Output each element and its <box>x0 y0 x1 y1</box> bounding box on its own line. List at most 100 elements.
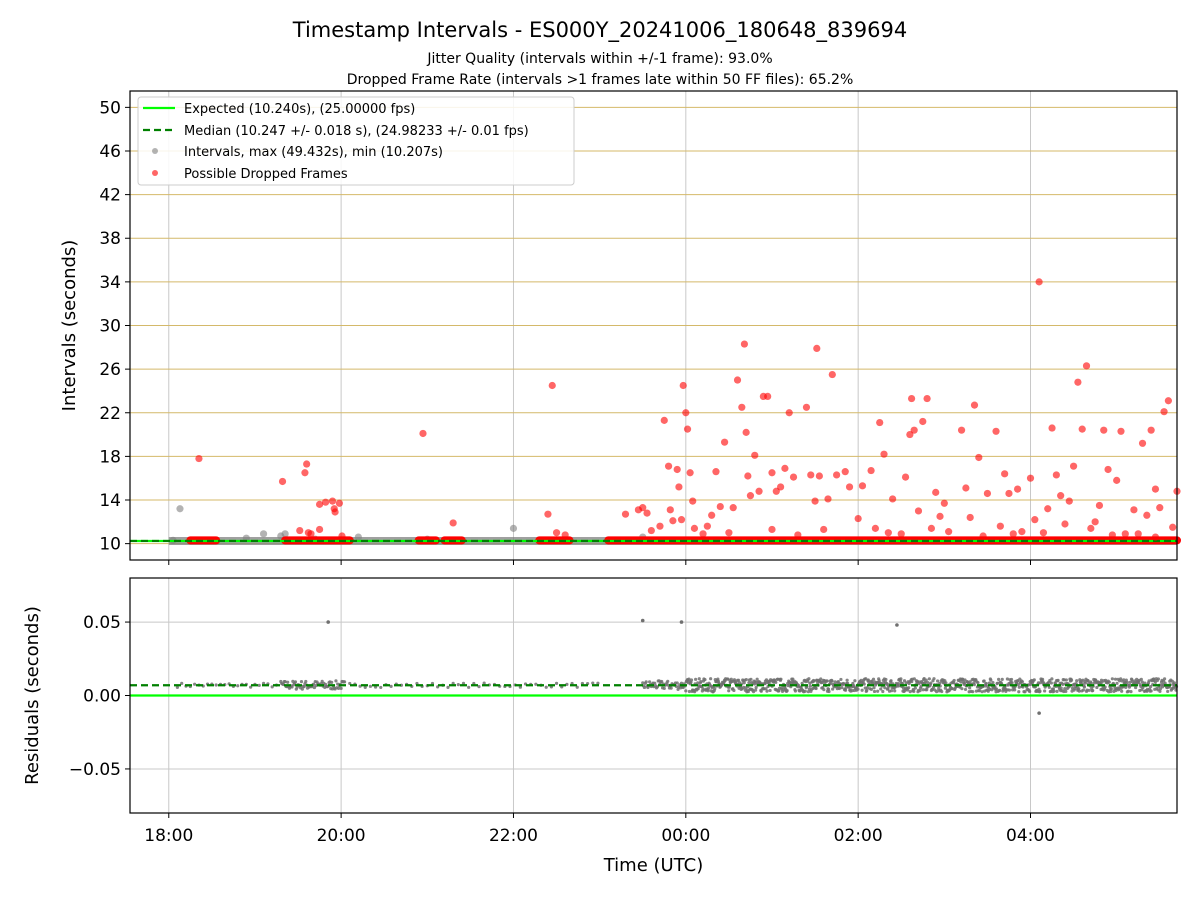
dropped-frame-point <box>768 525 776 534</box>
residual-point <box>1005 677 1010 681</box>
dropped-frame-point <box>1091 518 1099 526</box>
residual-point <box>1069 678 1074 682</box>
residual-point <box>1149 689 1153 693</box>
residual-point <box>968 686 972 690</box>
residual-point <box>1052 689 1056 693</box>
dropped-frame-point <box>962 484 970 492</box>
residual-point <box>1043 689 1047 693</box>
residual-point <box>902 679 907 683</box>
dropped-frame-point <box>1151 485 1160 493</box>
dropped-frame-point <box>419 429 427 438</box>
residual-point <box>808 684 813 688</box>
dropped-frame-point <box>936 512 944 520</box>
interval-point <box>176 505 184 513</box>
residual-point <box>1126 689 1130 693</box>
residual-outlier-point <box>640 618 645 623</box>
x-axis-label: Time (UTC) <box>603 855 704 876</box>
residual-point <box>825 679 829 683</box>
residual-point <box>1000 677 1004 681</box>
residual-point <box>994 687 999 691</box>
residual-point <box>644 680 648 684</box>
dropped-frame-point <box>1113 476 1121 484</box>
dropped-frame-point <box>992 427 1000 435</box>
residual-point <box>865 686 869 690</box>
residual-point <box>1023 690 1027 694</box>
dropped-frame-point <box>328 497 337 505</box>
interval-point <box>509 524 518 532</box>
x-tick-label: 00:00 <box>661 826 710 846</box>
dropped-frame-point <box>689 497 697 505</box>
dropped-frame-point <box>764 392 772 400</box>
dropped-frame-point <box>820 525 828 534</box>
residual-point <box>972 682 976 687</box>
residual-point <box>842 682 846 686</box>
residual-point <box>249 685 253 689</box>
residual-point <box>839 677 843 682</box>
residual-point <box>754 685 758 690</box>
residual-point <box>1013 688 1017 692</box>
dropped-frame-point <box>1156 504 1164 512</box>
intervals-y-ticks: 10 14 18 22 26 30 34 38 42 46 50 <box>99 98 130 555</box>
dropped-frame-point <box>1005 489 1013 498</box>
residual-point <box>675 681 679 685</box>
interval-point <box>354 533 362 541</box>
residual-point <box>334 679 338 683</box>
x-tick-label: 22:00 <box>489 826 538 846</box>
dropped-frame-point <box>845 483 854 491</box>
x-tick-label: 18:00 <box>144 826 193 846</box>
intervals-y-tick-label: 22 <box>99 404 121 424</box>
dropped-frame-point <box>561 531 569 539</box>
residual-point <box>1028 689 1032 694</box>
residual-point <box>869 687 874 691</box>
dropped-frame-point <box>1039 529 1048 537</box>
residual-point <box>927 677 931 681</box>
residual-point <box>1166 689 1170 694</box>
residual-point <box>1017 690 1021 694</box>
residual-point <box>812 679 816 683</box>
dropped-frame-point <box>720 438 729 446</box>
residual-point <box>1055 689 1059 693</box>
residual-outlier-point <box>326 620 330 624</box>
residual-point <box>653 681 657 685</box>
dropped-frame-point <box>945 528 953 536</box>
dropped-frame-point <box>1018 528 1026 536</box>
dropped-frame-point <box>660 416 668 424</box>
dropped-frame-point <box>966 513 974 522</box>
dropped-frame-point <box>1069 462 1078 470</box>
dropped-frame-point <box>1121 530 1129 538</box>
residual-point <box>1083 681 1088 685</box>
legend-dropped-label: Possible Dropped Frames <box>184 167 348 182</box>
residual-point <box>856 687 860 691</box>
residual-point <box>703 677 707 682</box>
residual-point <box>302 684 306 689</box>
dropped-frame-point <box>1001 470 1009 478</box>
residual-point <box>865 688 869 693</box>
residual-point <box>368 684 373 688</box>
residual-point <box>883 686 887 690</box>
interval-point <box>281 530 289 538</box>
residual-point <box>591 681 595 685</box>
residual-point <box>918 689 922 693</box>
residual-point <box>893 689 897 693</box>
dropped-frame-point <box>1048 424 1056 432</box>
residual-point <box>534 682 538 686</box>
residual-point <box>889 679 893 683</box>
residual-point <box>886 687 890 691</box>
residual-point <box>924 678 928 682</box>
dropped-frame-point <box>871 524 879 532</box>
residual-point <box>944 681 948 685</box>
residual-point <box>1077 687 1081 691</box>
dropped-frame-point <box>794 531 802 539</box>
subtitle-jitter: Jitter Quality (intervals within +/-1 fr… <box>426 51 772 67</box>
residual-point <box>684 689 688 693</box>
dropped-frame-point <box>703 522 711 530</box>
residual-point <box>339 686 343 691</box>
residual-point <box>518 685 522 689</box>
residual-point <box>1056 678 1060 682</box>
residual-point <box>846 681 850 685</box>
residual-point <box>669 686 673 690</box>
dropped-frame-point <box>751 451 759 459</box>
residual-point <box>833 680 837 684</box>
dropped-frame-point <box>880 450 888 458</box>
